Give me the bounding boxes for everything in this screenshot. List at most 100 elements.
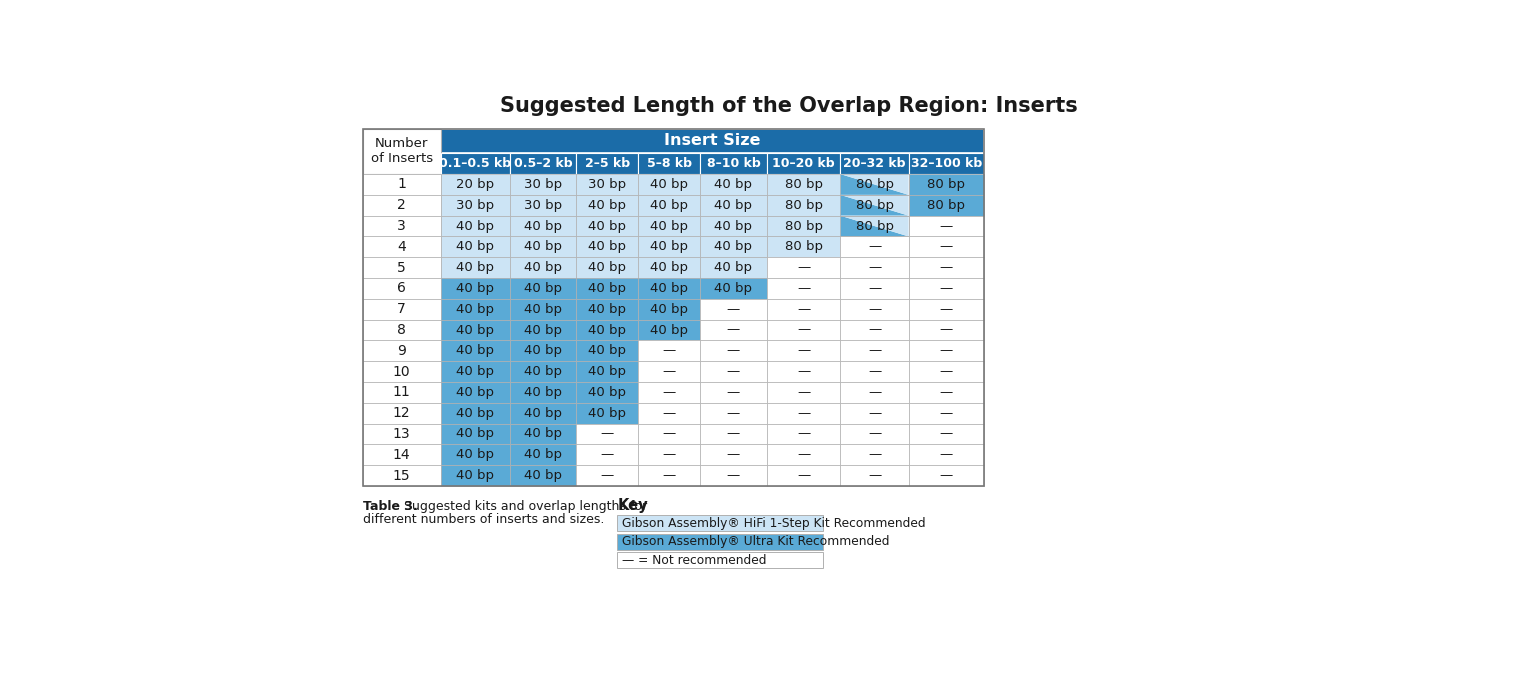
Text: different numbers of inserts and sizes.: different numbers of inserts and sizes. (363, 513, 604, 526)
Text: 9: 9 (397, 344, 407, 358)
Bar (909, 382, 984, 402)
Bar (909, 340, 984, 361)
Bar (909, 299, 984, 320)
Bar (909, 216, 984, 237)
Bar (363, 216, 440, 237)
Bar (576, 320, 638, 340)
Text: 8–10 kb: 8–10 kb (707, 158, 761, 170)
Bar (701, 382, 767, 402)
Text: 40 bp: 40 bp (524, 220, 562, 232)
Bar (576, 195, 638, 216)
Text: —: — (869, 386, 881, 399)
Bar (841, 237, 909, 258)
Text: 7: 7 (397, 302, 407, 316)
Bar (576, 299, 638, 320)
Bar (440, 382, 510, 402)
Bar (363, 195, 440, 216)
Bar (841, 320, 909, 340)
Text: 11: 11 (393, 386, 411, 400)
Polygon shape (841, 174, 909, 195)
Bar (841, 153, 909, 174)
Text: 40 bp: 40 bp (524, 386, 562, 399)
Text: 40 bp: 40 bp (588, 407, 627, 420)
Text: —: — (798, 407, 810, 420)
Bar (909, 424, 984, 444)
Text: 40 bp: 40 bp (524, 365, 562, 378)
Text: —: — (662, 344, 676, 357)
Text: 40 bp: 40 bp (715, 282, 753, 295)
Bar (841, 424, 909, 444)
Text: 2: 2 (397, 198, 407, 212)
Bar (767, 466, 841, 486)
Bar (363, 424, 440, 444)
Text: Number
of Inserts: Number of Inserts (371, 137, 433, 165)
Bar (576, 216, 638, 237)
Text: 40 bp: 40 bp (456, 344, 494, 357)
Bar (510, 278, 576, 299)
Text: —: — (601, 428, 614, 440)
Bar (576, 237, 638, 258)
Bar (767, 402, 841, 423)
Text: 12: 12 (393, 406, 411, 420)
Text: 40 bp: 40 bp (456, 469, 494, 482)
Bar (440, 153, 510, 174)
Text: —: — (939, 448, 953, 461)
Bar (841, 174, 909, 195)
Bar (701, 195, 767, 216)
Text: 40 bp: 40 bp (715, 199, 753, 212)
Bar (841, 257, 909, 278)
Bar (701, 257, 767, 278)
Bar (767, 278, 841, 299)
Text: 40 bp: 40 bp (456, 220, 494, 232)
Text: 4: 4 (397, 240, 407, 254)
Bar (841, 174, 909, 195)
Bar (440, 195, 510, 216)
Text: 5: 5 (397, 260, 407, 274)
Bar (767, 195, 841, 216)
Text: —: — (727, 302, 741, 316)
Text: 40 bp: 40 bp (650, 240, 688, 253)
Text: —: — (727, 344, 741, 357)
Text: 13: 13 (393, 427, 411, 441)
Text: —: — (939, 386, 953, 399)
Text: 80 bp: 80 bp (784, 220, 822, 232)
Bar (701, 402, 767, 423)
Bar (638, 444, 701, 466)
Text: —: — (798, 428, 810, 440)
Bar (440, 299, 510, 320)
Text: 40 bp: 40 bp (650, 282, 688, 295)
Text: 30 bp: 30 bp (456, 199, 494, 212)
Bar (510, 466, 576, 486)
Text: 40 bp: 40 bp (456, 448, 494, 461)
Bar (841, 444, 909, 466)
Bar (909, 402, 984, 423)
Bar (576, 382, 638, 402)
Bar (909, 278, 984, 299)
Text: Insert Size: Insert Size (664, 134, 761, 148)
Text: Gibson Assembly® HiFi 1-Step Kit Recommended: Gibson Assembly® HiFi 1-Step Kit Recomme… (622, 517, 926, 530)
Text: —: — (798, 282, 810, 295)
Text: —: — (869, 302, 881, 316)
Bar (363, 174, 440, 195)
Text: 40 bp: 40 bp (650, 178, 688, 191)
Bar (909, 257, 984, 278)
Text: 40 bp: 40 bp (524, 344, 562, 357)
Bar (701, 444, 767, 466)
Text: —: — (939, 428, 953, 440)
Text: —: — (727, 407, 741, 420)
Text: —: — (939, 365, 953, 378)
Text: 40 bp: 40 bp (588, 220, 627, 232)
Text: 40 bp: 40 bp (524, 302, 562, 316)
Text: —: — (727, 448, 741, 461)
Bar (440, 424, 510, 444)
Bar (440, 216, 510, 237)
Text: 40 bp: 40 bp (715, 178, 753, 191)
Text: —: — (869, 261, 881, 274)
Text: 80 bp: 80 bp (784, 240, 822, 253)
Text: 40 bp: 40 bp (715, 240, 753, 253)
Bar (909, 361, 984, 382)
Text: 40 bp: 40 bp (456, 323, 494, 337)
Text: —: — (939, 240, 953, 253)
Bar (510, 340, 576, 361)
Bar (909, 466, 984, 486)
